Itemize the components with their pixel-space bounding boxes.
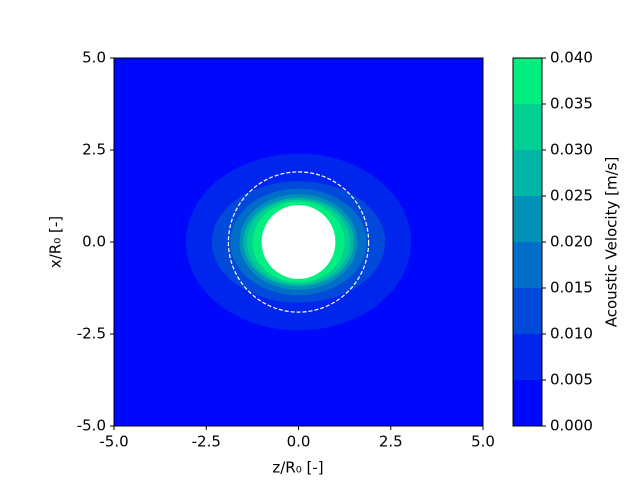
colorbar-band: [513, 104, 542, 150]
colorbar-tick-label: 0.010: [550, 325, 593, 343]
y-tick-label: 0.0: [82, 233, 106, 251]
colorbar-label: Acoustic Velocity [m/s]: [603, 157, 621, 328]
colorbar-band: [513, 58, 542, 104]
colorbar-tick-label: 0.005: [550, 371, 593, 389]
x-tick-label: 5.0: [471, 433, 495, 451]
colorbar-band: [513, 242, 542, 288]
colorbar-band: [513, 150, 542, 196]
x-tick-label: -5.0: [99, 433, 128, 451]
y-tick-label: 5.0: [82, 49, 106, 67]
y-axis-label: x/R₀ [-]: [47, 216, 65, 268]
plot-area: [114, 58, 483, 426]
colorbar-tick-label: 0.025: [550, 187, 593, 205]
colorbar-band: [513, 196, 542, 242]
colorbar-tick-label: 0.015: [550, 279, 593, 297]
x-tick-label: -2.5: [192, 433, 221, 451]
colorbar-tick-label: 0.035: [550, 95, 593, 113]
hole: [261, 205, 336, 279]
colorbar-tick-label: 0.030: [550, 141, 593, 159]
dashed-circle: [227, 171, 370, 313]
colorbar-band: [513, 334, 542, 380]
colorbar-tick-label: 0.000: [550, 417, 593, 435]
x-tick-label: 2.5: [379, 433, 403, 451]
y-tick-label: -5.0: [77, 417, 106, 435]
colorbar-tick-label: 0.040: [550, 49, 593, 67]
x-tick-label: 0.0: [287, 433, 311, 451]
x-axis-label: z/R₀ [-]: [272, 459, 323, 477]
colorbar-band: [513, 288, 542, 334]
y-tick-label: 2.5: [82, 141, 106, 159]
colorbar-band: [513, 380, 542, 426]
colorbar-tick-label: 0.020: [550, 233, 593, 251]
y-tick-label: -2.5: [77, 325, 106, 343]
